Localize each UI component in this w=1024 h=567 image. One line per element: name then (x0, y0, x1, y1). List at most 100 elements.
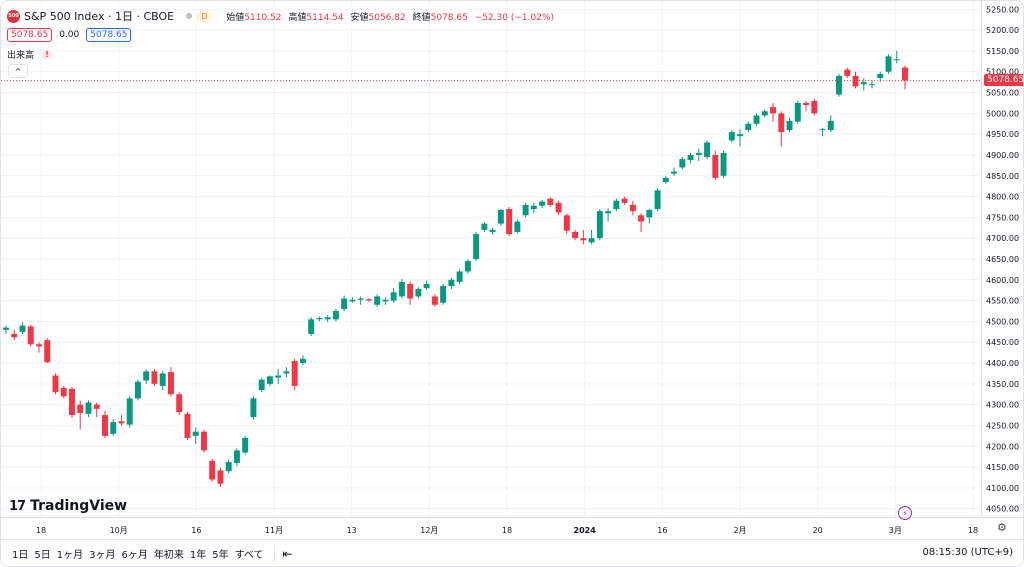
candle-body[interactable] (332, 311, 339, 320)
candle-body[interactable] (662, 177, 669, 183)
candle-body[interactable] (118, 421, 125, 424)
candle-body[interactable] (415, 288, 422, 297)
candle-body[interactable] (225, 462, 232, 472)
range-all[interactable]: すべて (234, 550, 264, 561)
candle-body[interactable] (580, 238, 587, 241)
candle-body[interactable] (819, 129, 826, 131)
candle-body[interactable] (423, 283, 430, 289)
candle-body[interactable] (902, 67, 908, 81)
gear-icon[interactable]: ⚙ (997, 521, 1007, 534)
candle-body[interactable] (316, 318, 323, 320)
candle-body[interactable] (308, 319, 315, 334)
candle-body[interactable] (3, 327, 9, 330)
candle-body[interactable] (836, 75, 842, 95)
candle-body[interactable] (530, 205, 537, 210)
candle-body[interactable] (671, 171, 678, 174)
candle-body[interactable] (522, 204, 529, 216)
candle-body[interactable] (827, 120, 834, 130)
candle-body[interactable] (753, 115, 760, 124)
candle-body[interactable] (374, 296, 381, 305)
candle-body[interactable] (654, 190, 661, 210)
candle-body[interactable] (563, 215, 570, 231)
candle-body[interactable] (885, 56, 892, 72)
range-1y[interactable]: 1年 (189, 550, 207, 561)
candle-body[interactable] (448, 279, 455, 287)
candle-body[interactable] (184, 413, 191, 438)
candle-body[interactable] (52, 375, 59, 393)
range-5y[interactable]: 5年 (212, 550, 229, 561)
candle-body[interactable] (69, 388, 75, 416)
warning-icon[interactable]: ! (42, 49, 53, 60)
candle-body[interactable] (464, 261, 471, 272)
candle-body[interactable] (728, 132, 735, 141)
candle-body[interactable] (761, 111, 768, 116)
candle-body[interactable] (638, 215, 645, 222)
candle-body[interactable] (431, 296, 438, 305)
candle-body[interactable] (687, 154, 694, 160)
data-badge[interactable]: D (196, 10, 213, 22)
candle-body[interactable] (151, 371, 158, 384)
candle-body[interactable] (473, 234, 480, 259)
candle-body[interactable] (786, 120, 793, 130)
candle-body[interactable] (605, 211, 612, 214)
candle-body[interactable] (398, 281, 405, 297)
candle-body[interactable] (539, 201, 546, 206)
candle-body[interactable] (547, 198, 554, 205)
candle-body[interactable] (390, 292, 397, 301)
candle-body[interactable] (621, 198, 628, 203)
candle-body[interactable] (712, 154, 719, 178)
candle-body[interactable] (572, 231, 579, 239)
candle-body[interactable] (324, 317, 331, 320)
range-1d[interactable]: 1日 (12, 550, 29, 561)
range-3m[interactable]: 3ヶ月 (89, 550, 116, 561)
candle-body[interactable] (283, 371, 290, 374)
candle-body[interactable] (811, 100, 818, 114)
candle-body[interactable] (349, 299, 356, 302)
candle-body[interactable] (489, 229, 496, 232)
candle-body[interactable] (258, 379, 265, 391)
candle-body[interactable] (365, 299, 372, 301)
candle-body[interactable] (893, 59, 900, 61)
candle-body[interactable] (93, 404, 100, 409)
candle-body[interactable] (778, 113, 785, 133)
candle-body[interactable] (176, 394, 183, 413)
candle-body[interactable] (11, 333, 18, 338)
candle-body[interactable] (704, 142, 711, 158)
candle-body[interactable] (242, 437, 249, 453)
range-5d[interactable]: 5日 (34, 550, 51, 561)
candle-body[interactable] (737, 134, 744, 137)
candle-body[interactable] (250, 398, 257, 418)
clock[interactable]: 08:15:30 (UTC+9) (922, 547, 1013, 558)
candle-body[interactable] (852, 75, 859, 87)
candle-body[interactable] (357, 298, 364, 300)
candle-body[interactable] (860, 82, 867, 85)
price-axis[interactable]: 5250.00 5200.00 5150.00 5100.00 5050.00 5000.… (981, 1, 1023, 517)
candle-body[interactable] (720, 152, 727, 176)
candle-body[interactable] (869, 84, 875, 86)
candle-body[interactable] (646, 209, 653, 218)
volume-legend[interactable]: 出来高 ! (7, 48, 53, 61)
buy-button[interactable]: 5078.65 (86, 28, 132, 42)
symbol-title[interactable]: S&P 500 Index · 1日 · CBOE (24, 10, 175, 23)
candle-body[interactable] (233, 450, 240, 463)
candle-body[interactable] (679, 159, 686, 168)
price-chart[interactable] (1, 1, 981, 517)
candle-body[interactable] (143, 371, 150, 381)
candle-body[interactable] (440, 286, 447, 303)
candle-body[interactable] (192, 431, 199, 436)
calendar-range-icon[interactable]: ⇤ (282, 546, 293, 561)
candle-body[interactable] (877, 73, 884, 78)
candle-body[interactable] (629, 204, 636, 212)
candle-body[interactable] (27, 326, 34, 345)
candle-body[interactable] (481, 223, 488, 230)
candle-body[interactable] (19, 325, 26, 332)
candle-body[interactable] (588, 238, 595, 243)
candle-body[interactable] (110, 422, 117, 434)
candle-body[interactable] (291, 360, 298, 386)
candle-body[interactable] (134, 381, 141, 399)
candle-body[interactable] (159, 373, 166, 386)
candle-body[interactable] (745, 123, 752, 130)
time-axis[interactable]: 18 10月 16 11月 13 12月 18 2024 16 2月 20 3月 18 (1, 517, 1023, 540)
candle-body[interactable] (382, 299, 389, 302)
candle-body[interactable] (299, 358, 306, 364)
